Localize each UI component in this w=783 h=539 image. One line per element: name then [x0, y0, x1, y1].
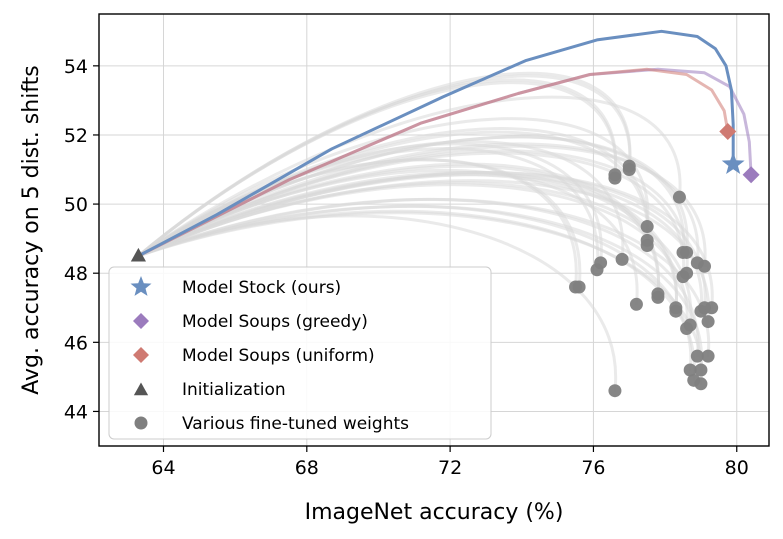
fine-tuned-weight-point: [640, 239, 654, 253]
y-tick-label: 46: [64, 332, 88, 354]
fine-tuned-weight-point: [683, 363, 697, 377]
interpolation-curve: [136, 171, 714, 310]
interpolation-curve: [136, 198, 711, 358]
x-tick-label: 68: [295, 457, 319, 479]
uniform-soup-point: [719, 123, 737, 141]
fine-tuned-weight-point: [680, 266, 694, 280]
legend-marker-diamond: [133, 313, 149, 329]
x-axis-label: ImageNet accuracy (%): [305, 500, 564, 525]
legend-label: Various fine-tuned weights: [182, 414, 409, 434]
fine-tuned-weight-point: [698, 259, 712, 273]
fine-tuned-weight-point: [680, 245, 694, 259]
interpolation-curve: [136, 95, 682, 258]
fine-tuned-weight-point: [690, 349, 704, 363]
main-curves: [136, 29, 753, 258]
y-tick-label: 44: [64, 401, 88, 423]
legend-box: [108, 266, 492, 440]
fine-tuned-weight-point: [701, 315, 715, 329]
x-tick-label: 80: [725, 457, 749, 479]
legend-marker-triangle: [133, 382, 149, 396]
model-stock-curve: [136, 29, 735, 258]
plot-frame: [98, 13, 770, 447]
legend-label: Initialization: [182, 380, 286, 400]
fine-tuned-weight-point: [669, 304, 683, 318]
fine-tuned-weight-point: [672, 190, 686, 204]
y-tick-label: 48: [64, 263, 88, 285]
fine-tuned-weight-point: [629, 297, 643, 311]
fine-tuned-weight-point: [594, 256, 608, 270]
fine-tuned-weight-point: [608, 168, 622, 182]
interpolation-curve: [136, 117, 650, 258]
x-tick-label: 76: [581, 457, 605, 479]
fine-tuned-weight-point: [640, 220, 654, 234]
fine-tuned-weight-point: [622, 159, 636, 173]
fine-tuned-weight-point: [694, 377, 708, 391]
greedy-soup-point: [742, 166, 760, 184]
legend: Model Stock (ours) Model Soups (greedy) Mo…: [108, 266, 492, 440]
y-tick-label: 50: [64, 194, 88, 216]
y-axis-label: Avg. accuracy on 5 dist. shifts: [19, 65, 44, 394]
legend-marker-diamond: [133, 347, 149, 363]
legend-label: Model Soups (uniform): [182, 346, 375, 366]
interpolation-curve: [136, 144, 707, 268]
fine-tuned-weight-point: [651, 287, 665, 301]
axis-ticks: 64 68 72 76 80 44 46 48 50 52 54: [64, 56, 749, 479]
fine-tuned-weight-point: [572, 280, 586, 294]
legend-marker-star: [130, 276, 152, 296]
initialization-point: [130, 247, 147, 262]
legend-label: Model Stock (ours): [182, 278, 341, 298]
legend-marker-circle: [134, 416, 148, 430]
x-tick-label: 64: [151, 457, 175, 479]
fine-tuned-weight-point: [608, 384, 622, 398]
x-tick-label: 72: [438, 457, 462, 479]
data-points: [130, 123, 760, 398]
y-tick-label: 54: [64, 56, 88, 78]
fine-tuned-weight-point: [701, 349, 715, 363]
uniform-soup-curve: [136, 67, 730, 258]
model-stock-point: [721, 152, 745, 174]
fine-tuned-weight-point: [705, 301, 719, 315]
interpolation-curve: [136, 71, 632, 258]
interpolation-curve: [136, 204, 703, 372]
y-tick-label: 52: [64, 125, 88, 147]
fine-tuned-weight-point: [694, 363, 708, 377]
legend-label: Model Soups (greedy): [182, 312, 368, 332]
fine-tuned-weight-point: [683, 318, 697, 332]
fine-tuned-weight-point: [615, 252, 629, 266]
